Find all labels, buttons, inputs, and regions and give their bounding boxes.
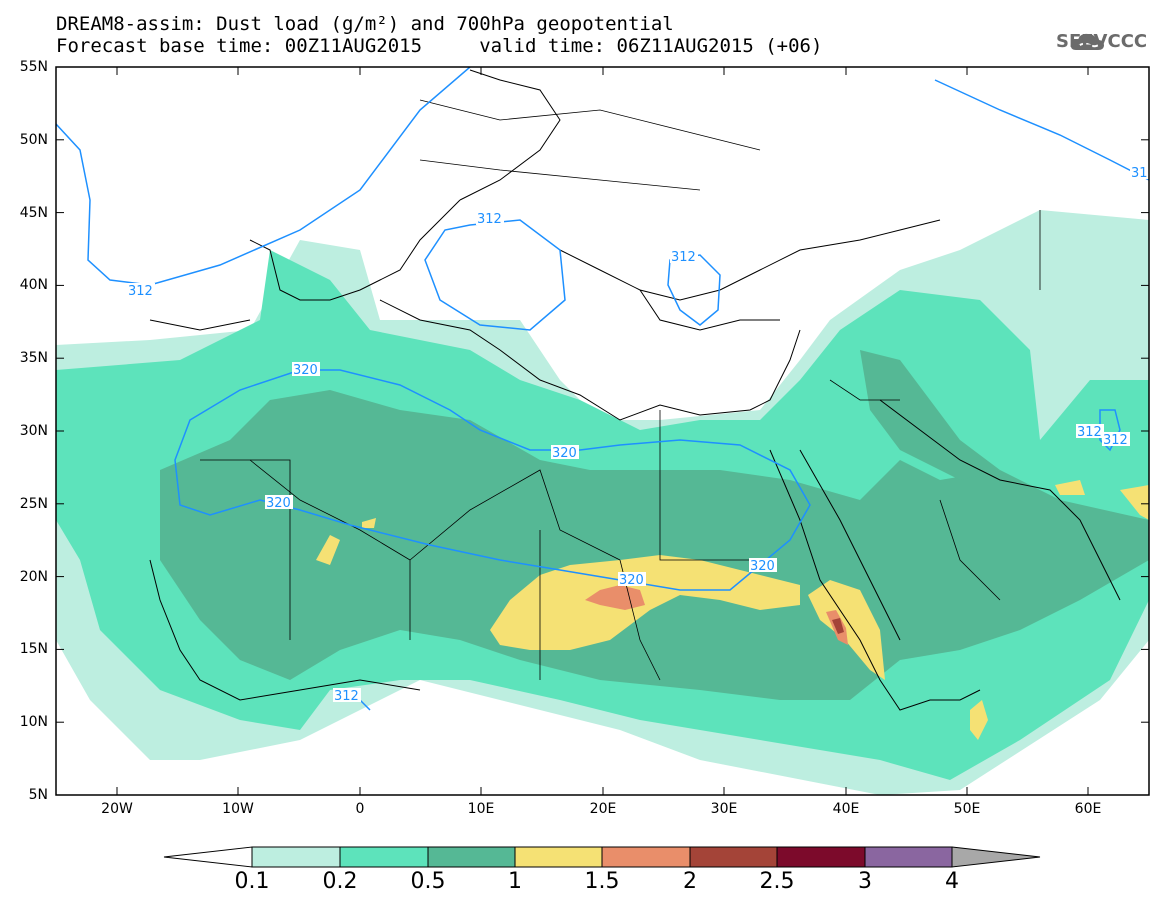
- contour-label-31: 31: [1131, 166, 1148, 181]
- contour-label-320: 320: [619, 573, 644, 588]
- colorbar-label: 0.1: [234, 869, 270, 894]
- contour-label-320: 320: [266, 496, 291, 511]
- contour-label-312: 312: [334, 689, 359, 704]
- cloud-icon: [1070, 33, 1104, 50]
- lat-label: 5N: [28, 787, 48, 803]
- dust-zone-yellow-somalia: [970, 700, 988, 740]
- dust-zone-darkred: [832, 618, 844, 634]
- lon-label: 20E: [589, 801, 617, 817]
- lon-label: 0: [355, 801, 365, 817]
- lat-label: 50N: [19, 132, 48, 148]
- contour-312-italy: [424, 219, 566, 331]
- map-title-line1: DREAM8-assim: Dust load (g/m²) and 700hP…: [56, 13, 674, 35]
- dust-zone-medium-iran: [860, 350, 1000, 480]
- dust-zone-yellow-central: [490, 555, 800, 650]
- dust-zone-orange-central: [585, 585, 645, 610]
- lon-label: 30E: [710, 801, 738, 817]
- lat-label: 20N: [19, 569, 48, 585]
- colorbar-swatch: [427, 846, 516, 868]
- contour-label-312: 312: [671, 250, 696, 265]
- colorbar-label: 4: [945, 869, 959, 894]
- axis-ticks: [56, 67, 1149, 795]
- contour-label-312: 312: [1103, 433, 1128, 448]
- colorbar-swatch: [864, 846, 953, 868]
- contour-label-312: 312: [477, 212, 502, 227]
- lat-label: 15N: [19, 641, 48, 657]
- colorbar-swatch: [339, 846, 429, 868]
- contour-312-greece: [667, 254, 721, 326]
- colorbar-label: 0.5: [410, 869, 446, 894]
- contour-label-312: 312: [128, 284, 153, 299]
- colorbar-swatch: [251, 846, 341, 868]
- colorbar-low-arrow: [163, 846, 253, 868]
- colorbar-label: 1: [508, 869, 522, 894]
- lon-label: 40E: [832, 801, 860, 817]
- contour-label-312: 312: [1077, 425, 1102, 440]
- dust-zone-medium: [160, 390, 1149, 700]
- country-borders: [200, 99, 1041, 681]
- colorbar-swatch: [776, 846, 866, 868]
- coastlines: [149, 69, 1121, 711]
- colorbar-label: 1.5: [584, 869, 620, 894]
- lat-label: 35N: [19, 350, 48, 366]
- colorbar-label: 0.2: [322, 869, 358, 894]
- colorbar-swatch: [689, 846, 778, 868]
- colorbar-swatch: [514, 846, 603, 868]
- contour-label-320: 320: [552, 446, 577, 461]
- colorbar-label: 2: [683, 869, 697, 894]
- lat-label: 30N: [19, 423, 48, 439]
- dust-zone-yellow-redsea: [808, 580, 885, 680]
- colorbar-swatch: [601, 846, 691, 868]
- map-title-line2: Forecast base time: 00Z11AUG2015 valid t…: [56, 35, 823, 57]
- colorbar-high-arrow: [951, 846, 1041, 868]
- logo-text: SEEVCCC: [1056, 31, 1148, 52]
- contour-320: [174, 369, 811, 591]
- contour-312-west: [56, 67, 471, 286]
- colorbar-label: 2.5: [759, 869, 795, 894]
- contour-label-320: 320: [750, 559, 775, 574]
- lon-label: 20W: [101, 801, 133, 817]
- contour-312-northeast: [934, 79, 1149, 181]
- colorbar: [163, 846, 1041, 868]
- lon-label: 10W: [222, 801, 254, 817]
- lat-label: 45N: [19, 205, 48, 221]
- lat-label: 10N: [19, 714, 48, 730]
- lat-label: 40N: [19, 277, 48, 293]
- dust-zone-yellow-east: [1120, 485, 1149, 520]
- lat-label: 25N: [19, 496, 48, 512]
- colorbar-label: 3: [858, 869, 872, 894]
- lat-label: 55N: [19, 59, 48, 75]
- dust-zone-yellow-gulf: [1055, 480, 1085, 495]
- lon-label: 60E: [1074, 801, 1102, 817]
- lon-label: 50E: [953, 801, 981, 817]
- dust-zone-yellow-small: [362, 518, 376, 528]
- lon-label: 10E: [467, 801, 495, 817]
- contour-label-320: 320: [293, 363, 318, 378]
- dust-zone-yellow-west: [316, 535, 340, 565]
- contour-label-group: 312 312 312 312 320 320 320 320 320 312 …: [127, 165, 1149, 704]
